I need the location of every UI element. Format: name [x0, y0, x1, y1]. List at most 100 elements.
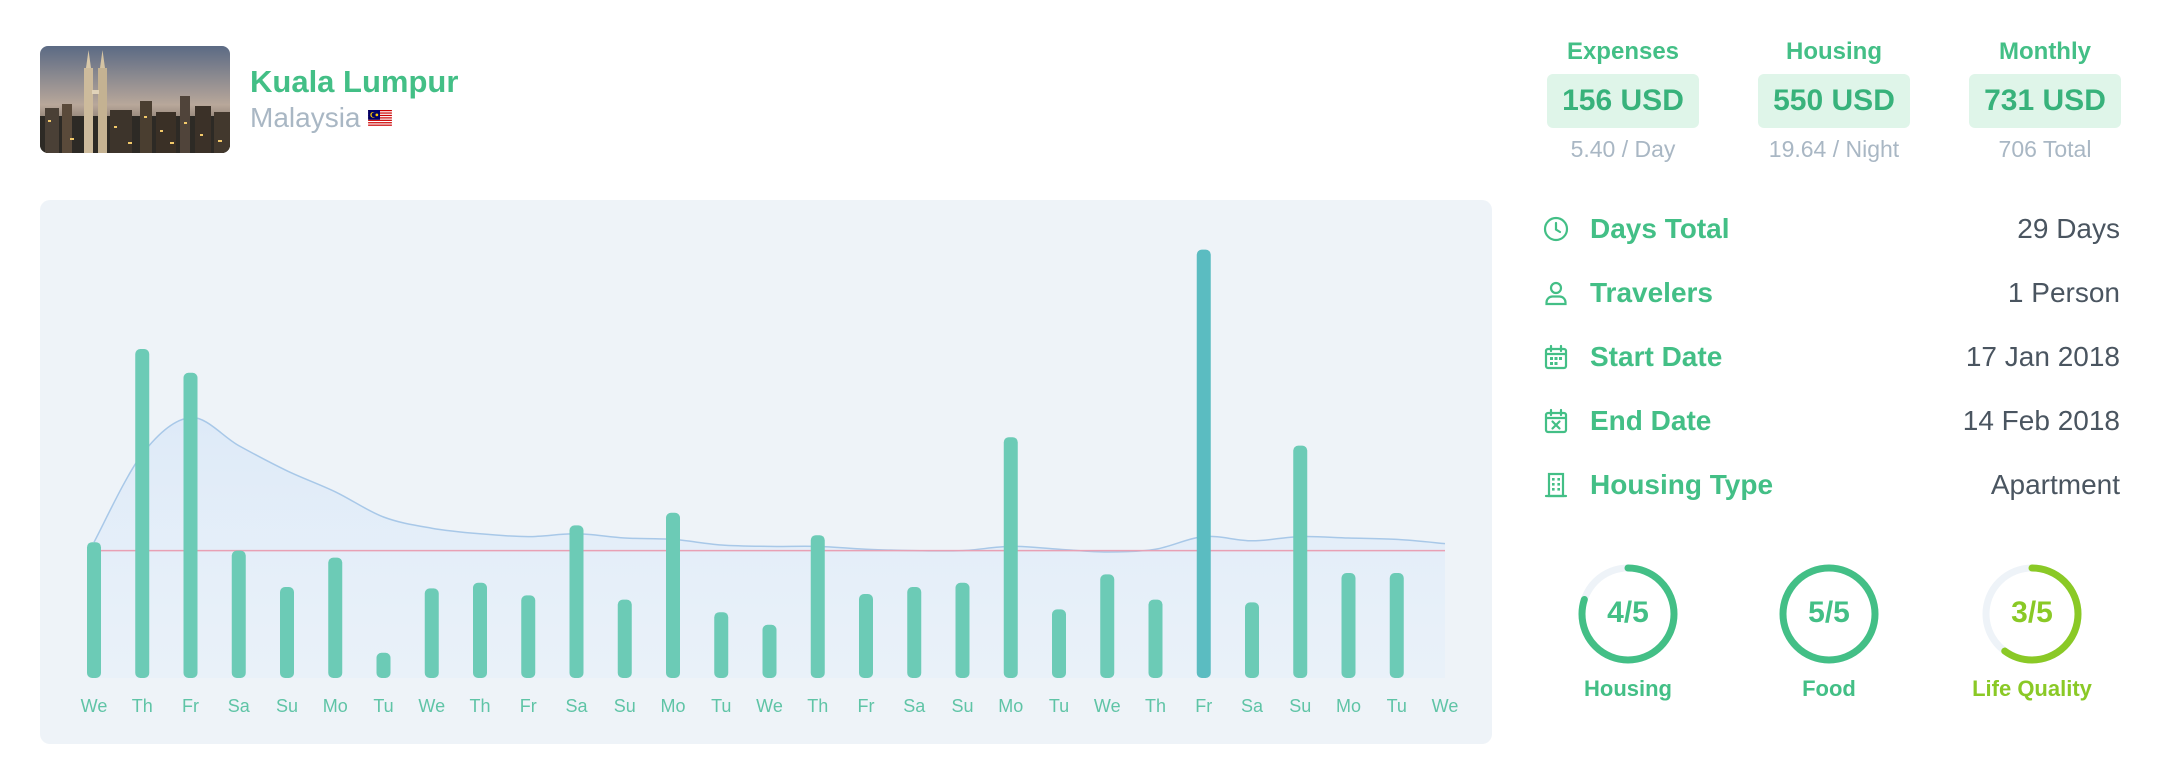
chart-bar	[1389, 573, 1404, 678]
stat-expenses: Expenses 156 USD 5.40 / Day	[1538, 38, 1708, 163]
rating-ring-arc	[1578, 564, 1678, 664]
clock-icon	[1543, 216, 1569, 242]
info-row-start-date: Start Date 17 Jan 2018	[1542, 337, 2120, 377]
stat-monthly: Monthly 731 USD 706 Total	[1960, 38, 2130, 163]
chart-bar	[1341, 573, 1356, 678]
x-tick-label: Fr	[182, 696, 199, 716]
stat-value: 550 USD	[1758, 74, 1910, 128]
x-tick-label: Tu	[1387, 696, 1407, 716]
x-tick-label: We	[1432, 696, 1459, 716]
chart-bar	[328, 557, 343, 678]
info-row-end-date: End Date 14 Feb 2018	[1542, 401, 2120, 441]
info-row-days-total: Days Total 29 Days	[1542, 209, 2120, 249]
chart-bar	[955, 582, 970, 678]
stat-housing: Housing 550 USD 19.64 / Night	[1749, 38, 1919, 163]
chart-bar	[135, 349, 150, 678]
info-value: 17 Jan 2018	[1965, 341, 2120, 372]
rating-ring-arc	[1779, 564, 1879, 664]
rating-food: 5/5 Food	[1759, 562, 1899, 702]
x-tick-label: Mo	[1336, 696, 1361, 716]
chart-bar	[87, 542, 101, 678]
x-tick-label: Tu	[373, 696, 393, 716]
trend-line	[93, 416, 1446, 553]
chart-bar	[1052, 609, 1066, 678]
expense-chart-svg: We Th Fr Sa Su Mo Tu We Th Fr Sa Su Mo Tu We Th Fr Sa Su Mo…	[81, 249, 1459, 716]
chart-bar	[183, 372, 198, 678]
chart-bar	[714, 612, 729, 678]
stat-value: 731 USD	[1969, 74, 2121, 128]
info-value: 29 Days	[2017, 213, 2120, 244]
rating-label: Life Quality	[1972, 676, 2092, 701]
stat-label: Expenses	[1566, 38, 1680, 65]
x-tick-label: We	[81, 696, 108, 716]
x-tick-label: Su	[276, 696, 298, 716]
chart-bar	[1245, 602, 1259, 678]
chart-bar	[762, 624, 777, 678]
chart-bar	[231, 550, 246, 678]
x-tick-label: Sa	[565, 696, 588, 716]
rating-ring	[1779, 564, 1879, 664]
stat-value: 156 USD	[1547, 74, 1699, 128]
rating-value: 5/5	[1808, 596, 1850, 629]
x-tick-label: Fr	[520, 696, 537, 716]
chart-bar	[376, 652, 391, 678]
x-tick-label: Fr	[1195, 696, 1212, 716]
info-label: Housing Type	[1590, 469, 1774, 500]
chart-bar	[810, 535, 825, 678]
expense-chart: We Th Fr Sa Su Mo Tu We Th Fr Sa Su Mo Tu We Th Fr Sa Su Mo…	[40, 200, 1492, 744]
country-name: Malaysia	[250, 102, 361, 133]
chart-bar	[1196, 249, 1211, 678]
chart-bar	[1148, 599, 1163, 678]
country-row: Malaysia	[250, 102, 393, 134]
chart-bar	[1293, 445, 1308, 678]
rating-value: 4/5	[1607, 596, 1649, 629]
info-value: 1 Person	[2007, 277, 2120, 308]
x-tick-label: Fr	[858, 696, 875, 716]
chart-bar	[1003, 437, 1018, 678]
x-tick-label: Mo	[660, 696, 685, 716]
x-tick-label: Mo	[323, 696, 348, 716]
stat-sub: 706 Total	[1998, 136, 2092, 162]
rating-housing: 4/5 Housing	[1558, 562, 1698, 702]
chart-bar	[280, 587, 294, 678]
x-tick-label: Th	[469, 696, 490, 716]
info-value: Apartment	[1990, 469, 2120, 500]
stat-sub: 5.40 / Day	[1570, 136, 1676, 162]
chart-bar	[521, 595, 536, 678]
info-label: Days Total	[1590, 213, 1730, 244]
x-tick-label: Sa	[228, 696, 251, 716]
chart-bar	[1100, 574, 1115, 678]
info-value: 14 Feb 2018	[1962, 405, 2120, 436]
rating-life-quality: 3/5 Life Quality	[1962, 562, 2102, 702]
x-tick-label: Th	[807, 696, 828, 716]
rating-ring-arc	[1982, 564, 2082, 664]
rating-ring	[1982, 564, 2082, 664]
chart-bar	[907, 587, 922, 678]
info-label: End Date	[1590, 405, 1712, 436]
x-tick-label: Su	[951, 696, 973, 716]
x-tick-label: Su	[1289, 696, 1311, 716]
city-name: Kuala Lumpur	[250, 64, 459, 99]
x-tick-label: Tu	[1049, 696, 1069, 716]
stat-label: Housing	[1786, 38, 1882, 65]
chart-bar	[473, 582, 487, 678]
calendar-x-icon	[1544, 408, 1568, 434]
chart-bar	[666, 512, 680, 678]
stat-sub: 19.64 / Night	[1768, 136, 1900, 162]
calendar-icon	[1544, 344, 1568, 370]
rating-label: Food	[1802, 676, 1856, 701]
x-tick-label: Th	[132, 696, 153, 716]
chart-bar	[569, 525, 584, 678]
chart-bar	[617, 599, 632, 678]
stat-label: Monthly	[1999, 38, 2091, 65]
rating-label: Housing	[1584, 676, 1672, 701]
city-photo	[40, 46, 230, 153]
x-tick-label: We	[1094, 696, 1121, 716]
x-tick-label: We	[418, 696, 445, 716]
x-tick-label: Su	[614, 696, 636, 716]
rating-ring	[1578, 564, 1678, 664]
chart-bar	[424, 588, 439, 678]
malaysia-flag-icon	[368, 109, 393, 127]
x-tick-label: Tu	[711, 696, 731, 716]
x-tick-label: Mo	[998, 696, 1023, 716]
